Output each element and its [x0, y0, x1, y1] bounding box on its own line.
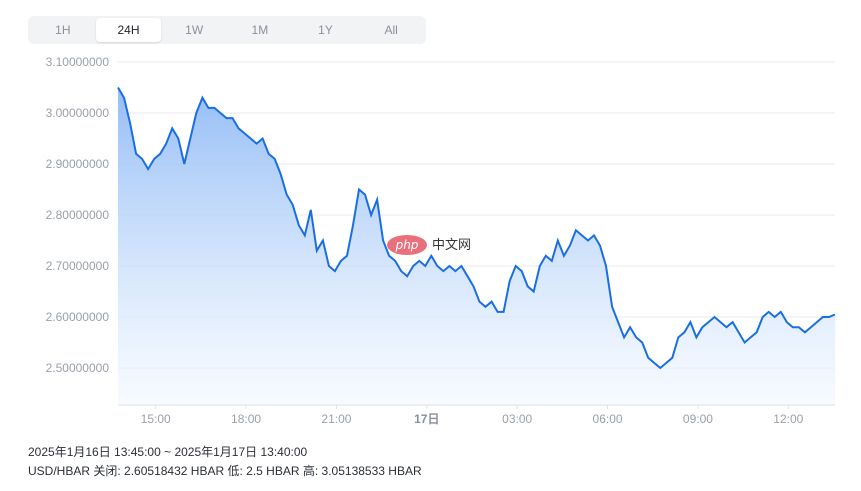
x-tick-label: 17日	[414, 412, 439, 426]
pair-label: USD/HBAR	[28, 464, 91, 478]
range-tab-24h[interactable]: 24H	[95, 18, 162, 42]
range-tab-1m[interactable]: 1M	[251, 23, 269, 37]
period-range: 2025年1月16日 13:45:00 ~ 2025年1月17日 13:40:0…	[28, 445, 308, 459]
watermark-badge	[387, 235, 427, 255]
close-label: 关闭:	[93, 464, 121, 478]
x-tick-label: 21:00	[321, 412, 351, 426]
y-tick-label: 2.50000000	[46, 361, 110, 375]
range-tab-1h[interactable]: 1H	[55, 23, 71, 37]
price-line	[117, 86, 836, 370]
x-tick-label: 12:00	[773, 412, 803, 426]
y-tick-label: 2.70000000	[46, 259, 110, 273]
y-axis-labels: 3.10000000 3.00000000 2.90000000 2.80000000…	[46, 55, 110, 375]
x-tick-label: 03:00	[502, 412, 532, 426]
x-axis-labels: 15:00 18:00 21:00 17日 03:00 06:00 09:00 12:00	[141, 405, 804, 426]
close-value: 2.60518432 HBAR	[124, 464, 225, 478]
range-tab-1y[interactable]: 1Y	[318, 23, 333, 37]
high-value: 3.05138533 HBAR	[321, 464, 422, 478]
low-label: 低:	[227, 464, 243, 478]
y-tick-label: 3.10000000	[46, 55, 110, 69]
low-value: 2.5 HBAR	[246, 464, 300, 478]
y-tick-label: 2.60000000	[46, 310, 110, 324]
range-tab-all[interactable]: All	[384, 23, 398, 37]
y-tick-label: 2.90000000	[46, 157, 110, 171]
price-summary: USD/HBAR 关闭: 2.60518432 HBAR 低: 2.5 HBAR…	[28, 462, 422, 479]
range-tab-1w[interactable]: 1W	[185, 23, 204, 37]
price-chart: 3.10000000 3.00000000 2.90000000 2.80000000…	[46, 55, 836, 426]
price-area	[118, 87, 835, 405]
high-label: 高:	[302, 464, 319, 478]
x-tick-label: 06:00	[593, 412, 623, 426]
time-range-selector: 1H 24H 1W 1M 1Y All	[28, 16, 426, 44]
watermark-text: 中文网	[432, 238, 471, 253]
x-tick-label: 09:00	[683, 412, 713, 426]
watermark: php 中文网	[387, 235, 471, 255]
y-tick-label: 2.80000000	[46, 208, 110, 222]
x-tick-label: 15:00	[141, 412, 171, 426]
watermark-badge-text: php	[395, 238, 419, 252]
x-tick-label: 18:00	[231, 412, 261, 426]
y-tick-label: 3.00000000	[46, 106, 110, 120]
